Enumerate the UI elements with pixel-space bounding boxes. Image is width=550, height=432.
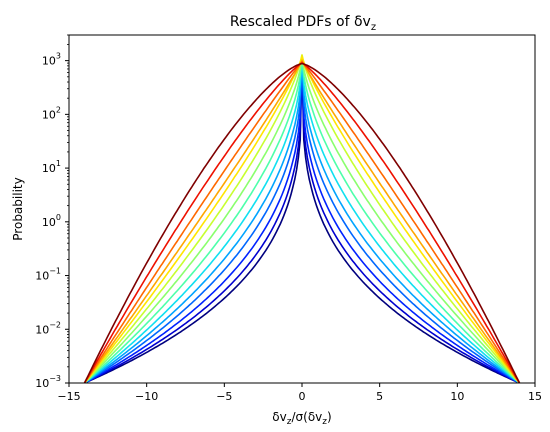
y-tick-label: 101 — [42, 159, 61, 175]
x-tick-label: 0 — [299, 390, 306, 403]
series-line — [83, 60, 521, 383]
y-tick-label: 103 — [42, 52, 61, 68]
series-line — [84, 59, 520, 383]
chart-title: Rescaled PDFs of δvz — [230, 14, 376, 33]
series-line — [84, 58, 520, 383]
series-line — [83, 62, 521, 383]
y-tick-label: 10−2 — [35, 320, 61, 336]
x-tick-label: 15 — [528, 390, 542, 403]
x-tick-label: −5 — [216, 390, 232, 403]
x-tick-label: −10 — [135, 390, 158, 403]
chart-title-main: Rescaled PDFs of δv — [230, 14, 371, 30]
series-line — [84, 61, 520, 383]
series-line — [83, 53, 521, 383]
x-axis: −15 −10 −5 0 5 10 15 — [57, 383, 542, 403]
x-axis-label-text: δv — [272, 410, 286, 424]
y-tick-label: 102 — [42, 105, 61, 121]
series-layer — [83, 53, 521, 383]
series-line — [83, 62, 521, 383]
series-line — [83, 58, 521, 383]
y-tick-label: 10−1 — [35, 267, 61, 283]
y-tick-label: 10−3 — [35, 374, 61, 390]
y-axis: 10−3 10−2 10−1 100 101 102 103 — [35, 34, 69, 390]
x-axis-label: δvz/σ(δvz) — [272, 410, 331, 427]
chart-title-subscript: z — [371, 22, 376, 33]
x-tick-label: 5 — [376, 390, 383, 403]
series-line — [84, 64, 520, 383]
y-axis-label: Probability — [11, 177, 25, 240]
x-tick-label: 10 — [450, 390, 464, 403]
series-line — [84, 63, 520, 383]
y-tick-label: 100 — [42, 213, 61, 229]
series-line — [84, 60, 520, 383]
x-tick-label: −15 — [57, 390, 80, 403]
